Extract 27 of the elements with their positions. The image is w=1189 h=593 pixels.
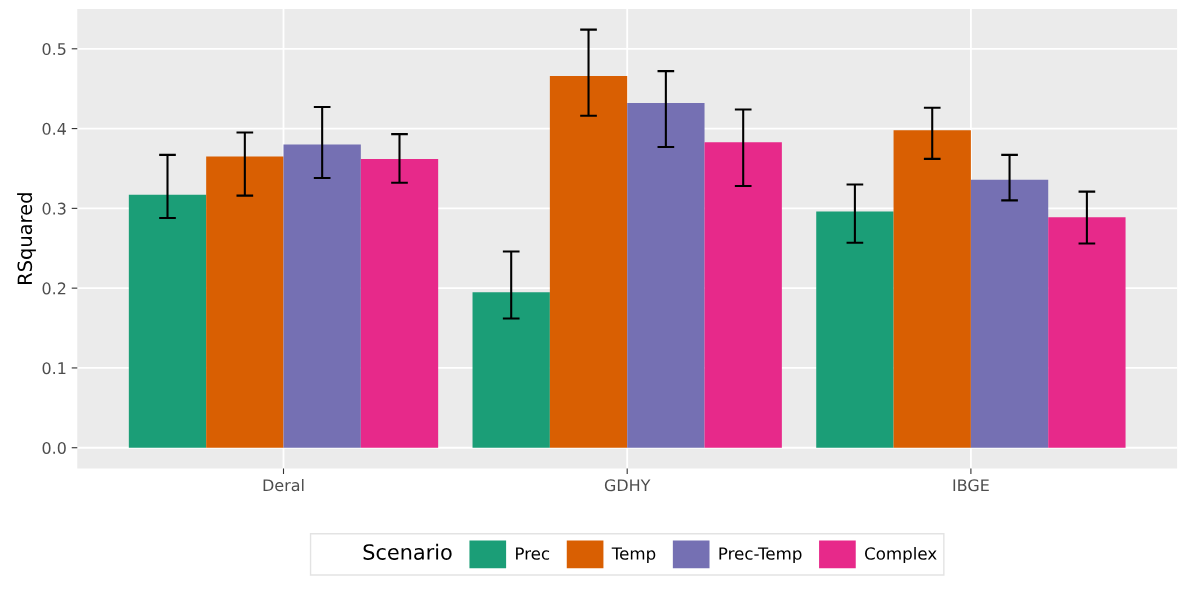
bar bbox=[360, 158, 439, 448]
y-tick-label: 0.0 bbox=[42, 441, 66, 455]
bar bbox=[128, 194, 207, 448]
y-tick-label: 0.4 bbox=[42, 122, 66, 135]
x-tick-label: GDHY bbox=[604, 479, 651, 492]
bar bbox=[206, 156, 284, 448]
x-tick-label: IBGE bbox=[953, 479, 989, 492]
legend-label: Complex bbox=[865, 546, 937, 564]
bar bbox=[1048, 217, 1126, 448]
y-tick-label: 0.1 bbox=[42, 362, 66, 375]
y-tick-label: 0.2 bbox=[42, 282, 66, 295]
legend-label: Prec bbox=[516, 547, 550, 560]
x-tick-label: Deral bbox=[263, 478, 304, 492]
y-tick-label: 0.5 bbox=[42, 43, 66, 56]
legend-label: Prec-Temp bbox=[719, 547, 802, 564]
bar bbox=[970, 179, 1049, 448]
y-axis-title: RSquared bbox=[17, 193, 36, 284]
y-tick-label: 0.3 bbox=[42, 202, 66, 215]
bar bbox=[472, 292, 550, 448]
legend-title: Scenario bbox=[363, 543, 452, 560]
legend-label: Temp bbox=[611, 547, 656, 564]
bar bbox=[283, 144, 361, 448]
bar bbox=[627, 103, 705, 448]
bar bbox=[549, 75, 628, 448]
bar bbox=[704, 142, 782, 448]
bar bbox=[893, 130, 971, 448]
bar bbox=[816, 211, 894, 448]
